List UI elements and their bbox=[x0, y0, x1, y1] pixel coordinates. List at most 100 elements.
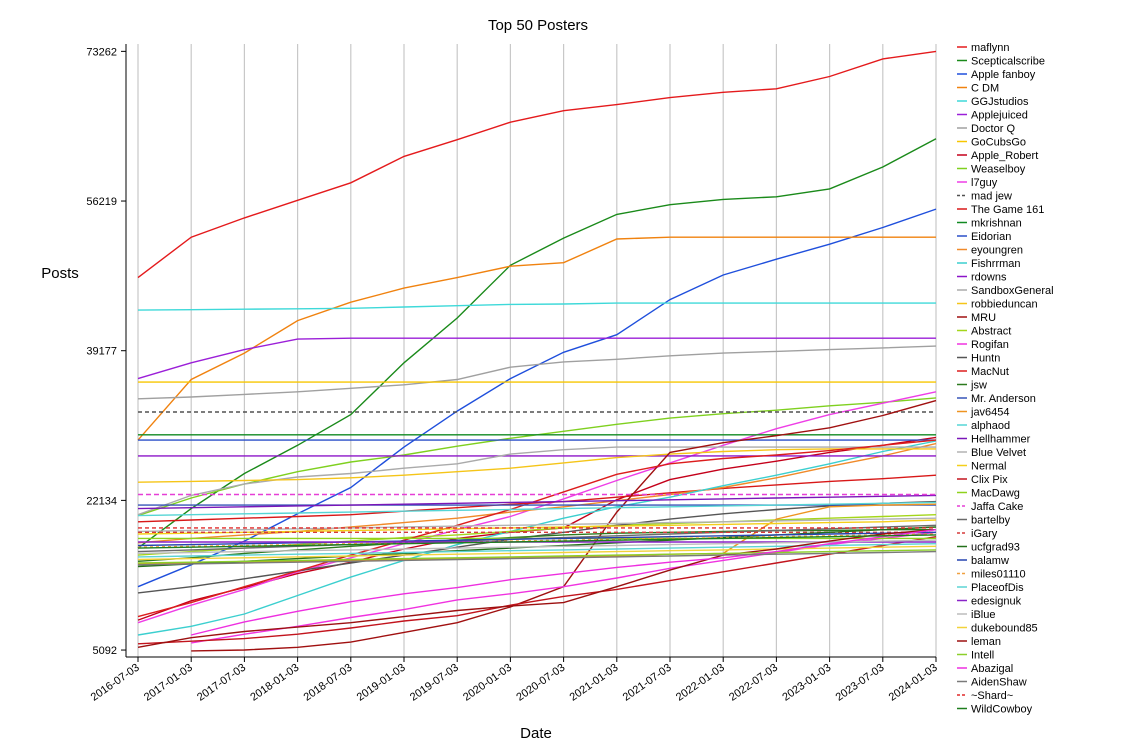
legend-label: Eidorian bbox=[971, 231, 1011, 243]
legend-label: bartelby bbox=[971, 515, 1011, 527]
legend-label: Scepticalscribe bbox=[971, 56, 1045, 68]
series-line-placeofdis bbox=[137, 543, 937, 558]
x-tick-label: 2018-07-03 bbox=[302, 662, 355, 704]
legend-label: jav6454 bbox=[970, 407, 1010, 419]
x-tick-label: 2016-07-03 bbox=[89, 662, 142, 704]
series-line-dukebound85 bbox=[137, 545, 937, 561]
x-tick-label: 2020-07-03 bbox=[514, 662, 567, 704]
series-line-ggjstudios bbox=[137, 302, 936, 311]
legend-label: PlaceofDis bbox=[971, 582, 1024, 594]
series-line-macnut bbox=[137, 439, 937, 618]
series-line-applejuiced bbox=[137, 337, 936, 380]
x-tick-label: 2017-01-03 bbox=[142, 662, 195, 704]
legend-label: AidenShaw bbox=[971, 677, 1027, 689]
series-line-the-game-161 bbox=[137, 474, 937, 523]
legend-label: C DM bbox=[971, 83, 999, 95]
series-line-miles01110 bbox=[137, 533, 937, 548]
legend-label: l7guy bbox=[971, 177, 998, 189]
x-tick-label: 2021-07-03 bbox=[621, 662, 674, 704]
legend-label: edesignuk bbox=[971, 596, 1022, 608]
legend-label: Nermal bbox=[971, 461, 1006, 473]
legend-label: alphaod bbox=[971, 420, 1010, 432]
legend-label: Intell bbox=[971, 650, 994, 662]
legend-label: SandboxGeneral bbox=[971, 285, 1054, 297]
y-tick-label: 39177 bbox=[86, 346, 117, 358]
series-line-intell bbox=[137, 549, 937, 564]
legend-label: iGary bbox=[971, 528, 998, 540]
y-axis-label: Posts bbox=[41, 265, 79, 282]
series-line-leman bbox=[137, 529, 937, 648]
x-tick-label: 2020-01-03 bbox=[461, 662, 514, 704]
legend-label: MacDawg bbox=[971, 488, 1020, 500]
legend-label: mkrishnan bbox=[971, 218, 1022, 230]
legend-label: Apple_Robert bbox=[971, 150, 1038, 162]
legend-label: GoCubsGo bbox=[971, 137, 1026, 149]
series-line-c-dm bbox=[137, 236, 936, 441]
legend-label: MRU bbox=[971, 312, 996, 324]
legend-label: Blue Velvet bbox=[971, 447, 1026, 459]
x-tick-label: 2023-07-03 bbox=[834, 662, 887, 704]
y-tick-label: 56219 bbox=[86, 196, 117, 208]
legend-label: Clix Pix bbox=[971, 474, 1008, 486]
y-tick-label: 22134 bbox=[86, 495, 117, 507]
legend-label: The Game 161 bbox=[971, 204, 1044, 216]
legend-label: Jaffa Cake bbox=[971, 501, 1023, 513]
series-line-clix-pix bbox=[137, 536, 937, 645]
legend-label: leman bbox=[971, 636, 1001, 648]
legend-label: Abazigal bbox=[971, 663, 1013, 675]
legend-label: balamw bbox=[971, 555, 1009, 567]
legend-label: rdowns bbox=[971, 272, 1007, 284]
x-tick-label: 2017-07-03 bbox=[195, 662, 248, 704]
legend-label: Rogifan bbox=[971, 339, 1009, 351]
y-tick-label: 73262 bbox=[86, 46, 117, 58]
legend-label: WildCowboy bbox=[971, 704, 1033, 716]
x-tick-label: 2019-07-03 bbox=[408, 662, 461, 704]
series-line-aidenshaw bbox=[137, 550, 937, 566]
series-line-balamw bbox=[137, 531, 937, 547]
legend-label: jsw bbox=[970, 380, 987, 392]
legend-label: iBlue bbox=[971, 609, 995, 621]
series-line-robbieduncan bbox=[137, 448, 936, 483]
legend-label: Mr. Anderson bbox=[971, 393, 1036, 405]
series-line-rogifan bbox=[191, 531, 937, 644]
legend-label: Apple fanboy bbox=[971, 69, 1036, 81]
series-line-wildcowboy bbox=[137, 534, 937, 549]
legend-label: dukebound85 bbox=[971, 623, 1038, 635]
chart-title: Top 50 Posters bbox=[488, 17, 588, 34]
legend-label: Doctor Q bbox=[971, 123, 1015, 135]
legend-label: ucfgrad93 bbox=[971, 542, 1020, 554]
series-line-maflynn bbox=[137, 50, 937, 279]
x-tick-label: 2023-01-03 bbox=[780, 662, 833, 704]
series-line-iblue bbox=[137, 539, 937, 555]
x-tick-label: 2018-01-03 bbox=[248, 662, 301, 704]
x-tick-label: 2021-01-03 bbox=[568, 662, 621, 704]
series-line-doctor-q bbox=[137, 345, 937, 400]
x-tick-label: 2022-01-03 bbox=[674, 662, 727, 704]
x-tick-label: 2024-01-03 bbox=[887, 662, 940, 704]
legend-label: robbieduncan bbox=[971, 299, 1038, 311]
legend-label: mad jew bbox=[971, 191, 1012, 203]
legend-label: GGJstudios bbox=[971, 96, 1029, 108]
series-line-alphaod bbox=[137, 501, 937, 517]
legend-label: Fishrrman bbox=[971, 258, 1021, 270]
series-line-l7guy bbox=[137, 391, 937, 624]
series-line-hellhammer bbox=[137, 494, 937, 510]
legend-label: Abstract bbox=[971, 326, 1011, 338]
x-axis-label: Date bbox=[520, 725, 552, 742]
legend-label: ~Shard~ bbox=[971, 690, 1013, 702]
legend-label: Hellhammer bbox=[971, 434, 1031, 446]
legend-label: miles01110 bbox=[971, 569, 1026, 581]
legend-label: MacNut bbox=[971, 366, 1009, 378]
legend-label: maflynn bbox=[971, 42, 1010, 54]
series-layer bbox=[137, 50, 937, 652]
series-line-jav6454 bbox=[137, 503, 937, 565]
legend-label: Weaselboy bbox=[971, 164, 1026, 176]
series-line-blue-velvet bbox=[137, 517, 937, 533]
legend-label: Applejuiced bbox=[971, 110, 1028, 122]
series-line-scepticalscribe bbox=[137, 138, 937, 549]
legend-label: Huntn bbox=[971, 353, 1000, 365]
x-tick-label: 2022-07-03 bbox=[727, 662, 780, 704]
x-tick-label: 2019-01-03 bbox=[355, 662, 408, 704]
